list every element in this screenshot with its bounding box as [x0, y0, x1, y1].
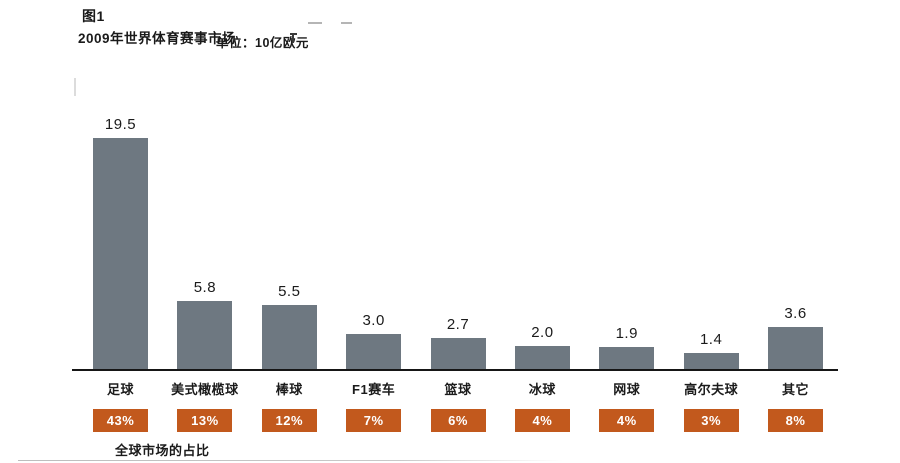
bar-value-label: 3.6 — [784, 305, 807, 322]
share-badge-value: 13% — [191, 413, 219, 428]
bar-value-label: 5.8 — [193, 279, 217, 296]
share-badge: 12% — [261, 409, 317, 432]
chart-title: 2009年世界体育赛事市场 — [78, 31, 237, 46]
x-axis-line — [72, 369, 838, 371]
bar — [346, 334, 402, 370]
category-label: F1赛车 — [352, 382, 396, 397]
bar-value-label: 5.5 — [278, 283, 301, 300]
category-label: 棒球 — [275, 382, 303, 397]
bar — [514, 346, 570, 370]
bar-value-label: 2.0 — [531, 324, 554, 341]
figure-label: 图1 — [82, 8, 105, 24]
category-label: 高尔夫球 — [684, 382, 739, 397]
unit-label: 单位：10亿欧元 — [216, 36, 309, 50]
page-bottom-rule — [18, 460, 563, 461]
category-label: 冰球 — [528, 382, 556, 397]
share-badge: 4% — [514, 409, 570, 432]
bar — [261, 305, 317, 370]
category-label: 足球 — [106, 382, 134, 397]
bar — [93, 138, 148, 370]
share-badge-value: 6% — [448, 413, 468, 428]
bar-value-label: 19.5 — [104, 116, 137, 133]
bar-value-label: 1.9 — [615, 325, 638, 342]
share-badge-value: 43% — [106, 413, 135, 428]
category-label: 网球 — [613, 382, 641, 397]
share-badge-value: 8% — [785, 413, 806, 428]
share-badge: 6% — [430, 409, 486, 432]
share-badge: 43% — [93, 409, 148, 432]
share-badge-value: 7% — [363, 413, 384, 428]
scan-artifact — [341, 22, 352, 24]
share-badge-value: 4% — [616, 413, 637, 428]
bar-value-label: 3.0 — [362, 312, 385, 329]
bar-value-label: 1.4 — [699, 331, 723, 348]
category-label: 其它 — [781, 382, 809, 397]
bar — [430, 338, 486, 370]
share-badge-value: 4% — [532, 413, 553, 428]
share-badge: 8% — [768, 409, 823, 432]
share-badge-value: 12% — [275, 413, 304, 428]
share-badge: 7% — [346, 409, 402, 432]
share-badge: 3% — [683, 409, 739, 432]
bar — [683, 353, 739, 370]
bar — [177, 301, 233, 370]
category-label: 篮球 — [444, 382, 472, 397]
share-badge: 4% — [599, 409, 655, 432]
bar-value-label: 2.7 — [446, 316, 470, 333]
scan-artifact — [292, 33, 294, 43]
scan-artifact — [308, 22, 322, 24]
bar — [768, 327, 823, 370]
share-badge: 13% — [177, 409, 233, 432]
share-badge-value: 3% — [701, 413, 722, 428]
share-caption: 全球市场的占比 — [115, 443, 210, 458]
bar — [599, 347, 655, 370]
y-axis-ghost-tick — [74, 78, 76, 96]
category-label: 美式橄榄球 — [171, 382, 239, 397]
